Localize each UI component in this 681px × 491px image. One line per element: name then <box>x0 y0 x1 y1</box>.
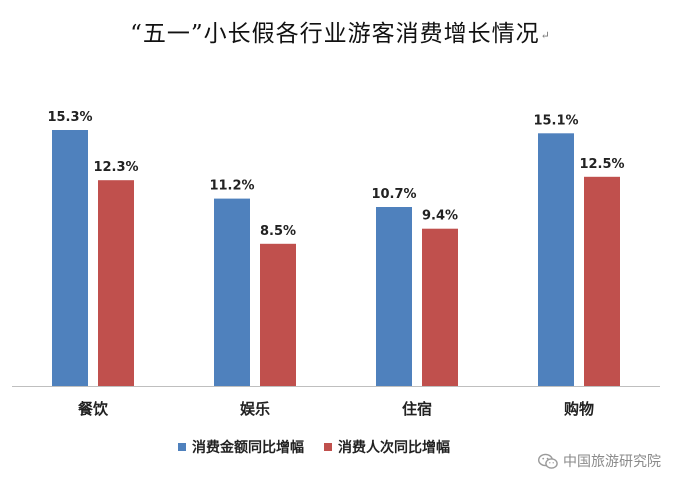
return-mark-icon: ↵ <box>540 28 551 42</box>
watermark-text: 中国旅游研究院 <box>563 454 661 470</box>
bar-spend-2 <box>376 207 412 386</box>
bar-visits-1 <box>260 243 296 386</box>
x-tick-label-2: 住宿 <box>402 400 432 418</box>
data-label-spend-2: 10.7% <box>371 187 416 202</box>
data-label-visits-2: 9.4% <box>422 209 458 224</box>
legend-item-spend: 消费金额同比增幅 <box>178 437 304 457</box>
legend-swatch-visits <box>324 443 332 451</box>
bar-visits-3 <box>584 176 620 386</box>
data-label-spend-0: 15.3% <box>47 110 92 125</box>
x-tick-label-1: 娱乐 <box>240 400 270 418</box>
data-label-visits-0: 12.3% <box>93 160 138 175</box>
chart-title-text: “五一”小长假各行业游客消费增长情况 <box>130 21 540 47</box>
legend-item-visits: 消费人次同比增幅 <box>324 437 450 457</box>
bar-visits-0 <box>98 180 134 386</box>
data-label-visits-3: 12.5% <box>579 157 624 172</box>
bar-chart: 15.3% 12.3% 餐饮 11.2% 8.5% 娱乐 10.7% 9.4% 住宿 15.1% 1… <box>12 110 660 418</box>
bar-spend-3 <box>538 133 574 386</box>
x-tick-label-3: 购物 <box>564 400 594 418</box>
bar-spend-0 <box>52 130 88 386</box>
legend-swatch-spend <box>178 443 186 451</box>
watermark: 中国旅游研究院 <box>538 451 661 471</box>
data-label-spend-3: 15.1% <box>533 113 578 128</box>
chart-legend: 消费金额同比增幅 消费人次同比增幅 <box>178 437 470 457</box>
legend-label-visits: 消费人次同比增幅 <box>338 440 450 456</box>
data-label-visits-1: 8.5% <box>260 224 296 239</box>
legend-label-spend: 消费金额同比增幅 <box>192 440 304 456</box>
data-label-spend-1: 11.2% <box>209 179 254 194</box>
x-tick-label-0: 餐饮 <box>78 400 109 418</box>
bar-visits-2 <box>422 228 458 386</box>
chart-title: “五一”小长假各行业游客消费增长情况↵ <box>0 14 681 48</box>
bar-spend-1 <box>214 198 250 386</box>
wechat-icon <box>538 453 558 469</box>
